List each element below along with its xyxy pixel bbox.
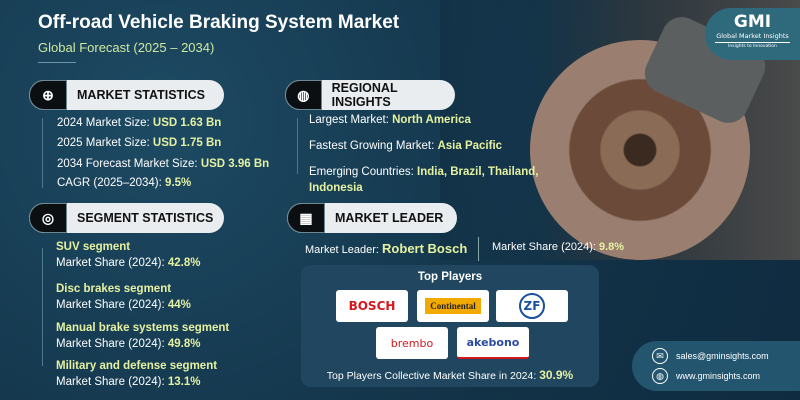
bosch-logo: BOSCH xyxy=(336,290,408,322)
collective-share: Top Players Collective Market Share in 2… xyxy=(326,368,574,382)
page-title: Off-road Vehicle Braking System Market xyxy=(38,12,400,33)
globe-icon: ◍ xyxy=(652,368,668,384)
logo-slogan: Insights to Innovation xyxy=(715,42,790,49)
region-row: Fastest Growing Market: Asia Pacific xyxy=(309,140,503,152)
top-players-title: Top Players xyxy=(417,271,483,283)
region-row: Emerging Countries: India, Brazil, Thail… xyxy=(309,166,539,178)
segment-name: SUV segment xyxy=(56,241,131,253)
stat-row: CAGR (2025–2034): 9.5% xyxy=(57,177,192,189)
leader-chart-icon: ▦ xyxy=(287,203,325,233)
gmi-logo: GMI Global Market Insights Insights to I… xyxy=(705,8,800,60)
segment-share: Market Share (2024): 49.8% xyxy=(56,338,201,350)
section-title: REGIONAL INSIGHTS xyxy=(331,81,398,109)
segment-share: Market Share (2024): 44% xyxy=(56,299,191,311)
stat-row: 2034 Forecast Market Size: USD 3.96 Bn xyxy=(57,158,270,170)
segment-name: Manual brake systems segment xyxy=(56,322,230,334)
section-title: SEGMENT STATISTICS xyxy=(77,211,214,225)
page-subtitle: Global Forecast (2025 – 2034) xyxy=(38,40,215,55)
segment-statistics-header: ◎ SEGMENT STATISTICS xyxy=(29,203,224,233)
section-title: MARKET LEADER xyxy=(335,211,444,225)
region-row: Largest Market: North America xyxy=(309,114,471,126)
zf-logo: ZF xyxy=(519,293,545,319)
logo-name: GMI xyxy=(733,12,772,32)
stat-row: 2025 Market Size: USD 1.75 Bn xyxy=(57,137,222,149)
contact-panel: ✉ sales@gminsights.com ◍ www.gminsights.co… xyxy=(632,341,800,391)
akebono-logo: akebono xyxy=(457,327,529,359)
top-players-panel: Top Players BOSCH Continental ZF brembo … xyxy=(301,265,599,387)
stat-row: 2024 Market Size: USD 1.63 Bn xyxy=(57,117,222,129)
regional-insights-header: ◍ REGIONAL INSIGHTS xyxy=(285,80,455,110)
market-leader-header: ▦ MARKET LEADER xyxy=(287,203,457,233)
logo-tagline: Global Market Insights xyxy=(716,32,789,40)
continental-logo: Continental xyxy=(425,298,481,314)
segment-share: Market Share (2024): 13.1% xyxy=(56,376,201,388)
email-link[interactable]: ✉ sales@gminsights.com xyxy=(652,348,769,364)
segment-name: Military and defense segment xyxy=(56,360,218,372)
mail-icon: ✉ xyxy=(652,348,668,364)
segment-share: Market Share (2024): 42.8% xyxy=(56,257,201,269)
segment-name: Disc brakes segment xyxy=(56,283,172,295)
website-link[interactable]: ◍ www.gminsights.com xyxy=(652,368,760,384)
chart-globe-icon: ⊕ xyxy=(29,80,67,110)
globe-icon: ◍ xyxy=(285,80,322,110)
divider xyxy=(38,62,76,63)
brembo-logo: brembo xyxy=(376,327,448,359)
region-row-cont: Indonesia xyxy=(309,182,363,194)
section-title: MARKET STATISTICS xyxy=(77,88,206,102)
market-statistics-header: ⊕ MARKET STATISTICS xyxy=(29,80,224,110)
target-chart-icon: ◎ xyxy=(29,203,67,233)
